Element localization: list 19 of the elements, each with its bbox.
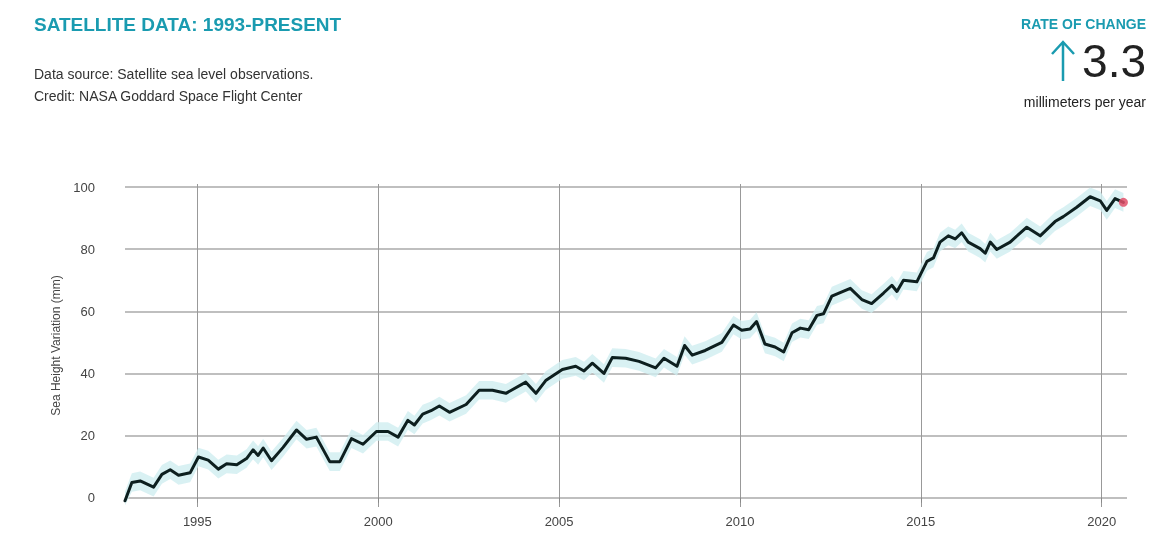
y-tick-label: 20: [80, 428, 95, 444]
y-tick-label: 100: [73, 179, 95, 195]
text: RATE OF CHANGE: [1021, 16, 1146, 32]
x-tick-label: 2010: [725, 514, 755, 529]
y-axis-title: Sea Height Variation (mm): [49, 275, 64, 416]
text: 3.3: [1082, 35, 1146, 87]
x-tick-label: 2000: [363, 514, 393, 529]
y-tick-label: 40: [80, 365, 95, 381]
text: Credit: NASA Goddard Space Flight Center: [34, 87, 304, 106]
x-tick-label: 1995: [182, 514, 212, 529]
text: millimeters per year: [1022, 94, 1146, 110]
x-tick-label: 2005: [544, 514, 574, 529]
x-tick-label: 2020: [1087, 514, 1117, 529]
y-tick-label: 0: [87, 490, 95, 506]
y-tick-label: 80: [80, 241, 95, 257]
source-note: Data source: Satellite sea level observations.: [34, 65, 314, 84]
chart-title: SATELLITE DATA: 1993-PRESENT: [34, 14, 342, 36]
y-tick-label: 60: [80, 303, 95, 319]
x-tick-label: 2015: [906, 514, 936, 529]
